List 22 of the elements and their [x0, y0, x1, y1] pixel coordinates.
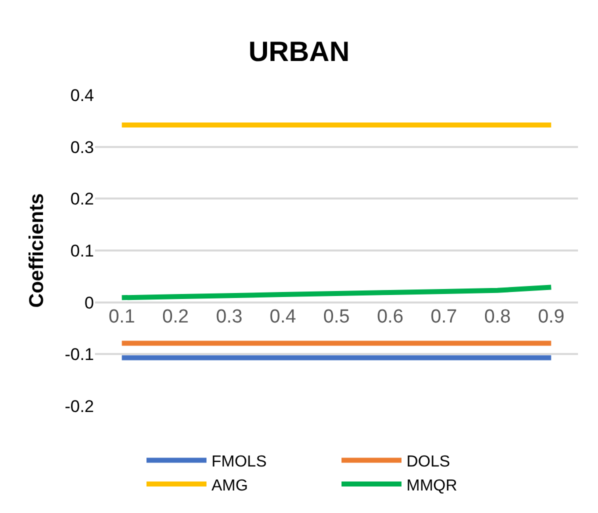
x-tick-label: 0.1	[108, 306, 136, 328]
x-tick-label: 0.9	[538, 306, 564, 328]
x-tick-label: 0.5	[323, 306, 350, 328]
legend-label: DOLS	[406, 453, 450, 470]
y-tick-label: 0.4	[70, 86, 94, 105]
x-tick-label: 0.8	[484, 306, 511, 328]
legend-label: AMG	[212, 477, 248, 494]
x-tick-label: 0.3	[216, 306, 242, 328]
chart-title: URBAN	[248, 36, 350, 68]
y-tick-label: 0.3	[70, 138, 94, 157]
x-tick-label: 0.2	[162, 306, 189, 328]
y-axis-title: Coefficients	[26, 193, 48, 308]
x-tick-label: 0.7	[430, 306, 458, 328]
legend-label: MMQR	[406, 477, 458, 494]
y-tick-label: 0.2	[70, 190, 94, 209]
y-tick-label: 0	[84, 293, 94, 312]
x-tick-label: 0.6	[376, 306, 404, 328]
y-tick-label: -0.1	[64, 345, 94, 364]
y-tick-label: -0.2	[64, 396, 94, 416]
y-tick-label: 0.1	[70, 241, 94, 260]
legend-label: FMOLS	[212, 453, 267, 470]
x-tick-label: 0.4	[270, 306, 296, 328]
